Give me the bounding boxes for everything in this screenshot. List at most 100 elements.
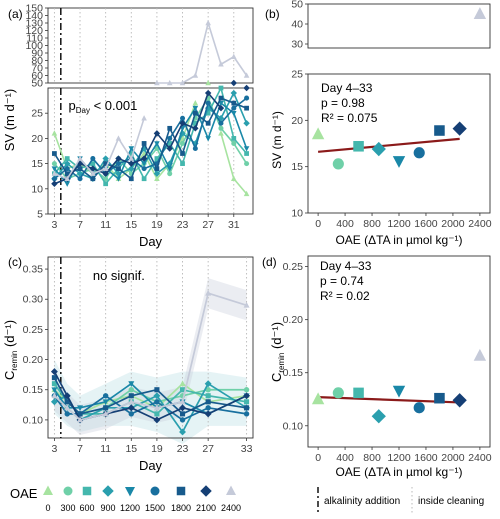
data-point xyxy=(128,411,134,417)
legend-alkalinity-label: alkalinity addition xyxy=(324,496,400,507)
data-point xyxy=(51,176,57,182)
data-point xyxy=(205,19,211,26)
legend-marker-1800 xyxy=(176,486,186,496)
panel-label: (d) xyxy=(262,255,277,269)
data-point xyxy=(244,405,250,411)
data-point xyxy=(115,135,122,141)
y-tick-label: 25 xyxy=(31,108,43,120)
x-tick-label: 2400 xyxy=(468,218,492,230)
data-point xyxy=(51,375,57,381)
y-tick-label: 0.15 xyxy=(23,384,44,396)
data-point xyxy=(52,151,57,156)
y-tick-label: 30 xyxy=(291,39,303,51)
data-point xyxy=(452,393,467,408)
panel-label: (a) xyxy=(8,7,23,21)
data-point xyxy=(51,166,58,172)
axis-frame xyxy=(47,256,254,439)
y-tick-label: 70 xyxy=(31,63,43,75)
x-tick-label: 800 xyxy=(363,218,381,230)
data-point xyxy=(90,161,96,166)
data-point xyxy=(192,105,199,112)
data-point xyxy=(167,125,173,131)
data-point xyxy=(102,399,109,406)
data-point xyxy=(115,155,122,162)
data-point xyxy=(204,89,212,97)
data-point xyxy=(167,141,173,146)
data-point xyxy=(218,85,224,91)
ylabel-part: C xyxy=(269,373,284,382)
data-point xyxy=(434,125,445,136)
data-point xyxy=(102,165,109,171)
ylabel-part: C xyxy=(2,371,17,380)
data-point xyxy=(311,392,325,405)
y-tick-label: 10 xyxy=(31,183,43,195)
data-point xyxy=(204,380,212,388)
data-point xyxy=(103,161,109,166)
x-tick-label: 15 xyxy=(125,219,137,231)
data-point xyxy=(179,398,186,405)
axis-frame-upper xyxy=(47,7,254,84)
data-point xyxy=(243,72,250,78)
data-point xyxy=(127,404,135,412)
legend-item-label: 1500 xyxy=(145,503,165,513)
data-point xyxy=(51,161,57,167)
y-tick-label: 60 xyxy=(31,70,43,82)
legend-item-label: 600 xyxy=(79,503,94,513)
data-point xyxy=(154,387,160,393)
data-point xyxy=(77,166,83,172)
y-axis-title: Cremin (d⁻¹) xyxy=(2,320,19,380)
annotation-rest: < 0.001 xyxy=(90,98,137,113)
data-point xyxy=(218,61,224,67)
y-tick-label: 25 xyxy=(291,69,303,81)
y-tick-label: 0.10 xyxy=(283,420,304,432)
data-point xyxy=(154,141,160,147)
data-point xyxy=(51,180,58,187)
x-tick-label: 2000 xyxy=(441,452,465,464)
legend-item-label: 1800 xyxy=(171,503,191,513)
data-point xyxy=(353,387,364,399)
data-point xyxy=(230,53,237,59)
x-tick-label: 31 xyxy=(228,219,240,231)
data-point xyxy=(51,381,57,387)
data-point xyxy=(180,140,186,146)
panel-label: (b) xyxy=(265,7,280,21)
y-tick-label: 0.25 xyxy=(283,261,304,273)
data-point xyxy=(63,392,71,400)
data-point xyxy=(102,410,109,417)
data-point xyxy=(179,120,186,127)
y-tick-label: 15 xyxy=(291,161,303,173)
legend-marker-300 xyxy=(63,486,73,496)
y-tick-label: 40 xyxy=(291,19,303,31)
y-tick-label: 20 xyxy=(31,133,43,145)
y-tick-label: 0.25 xyxy=(23,324,44,336)
panel-c: (c) 0.10 0.15 0.20 0.25 0.30 0.35 3 7 11 15 19 23 27 3… xyxy=(2,255,254,473)
data-point xyxy=(64,404,71,411)
data-point xyxy=(231,140,237,146)
y-axis-title: Cremin (d⁻¹) xyxy=(269,322,286,382)
panel-d: (d) 0.10 0.15 0.20 0.25 0 400 800 1200 1600 2000 24… xyxy=(262,255,492,479)
data-point xyxy=(128,393,134,399)
data-point xyxy=(473,7,487,19)
stat-line: R² = 0.02 xyxy=(320,289,370,303)
data-point xyxy=(332,387,344,399)
data-point xyxy=(473,348,487,361)
data-point xyxy=(217,104,225,112)
x-tick-label: 27 xyxy=(202,219,214,231)
data-point xyxy=(64,175,71,181)
y-tick-label: 0.20 xyxy=(23,354,44,366)
data-point xyxy=(154,79,160,86)
significance-annotation: pDay < 0.001 xyxy=(69,98,138,115)
data-point xyxy=(128,155,135,161)
data-point xyxy=(244,95,250,101)
x-tick-label: 7 xyxy=(77,219,83,231)
y-tick-label: 0.35 xyxy=(23,264,44,276)
panel-label: (c) xyxy=(8,255,22,269)
data-point xyxy=(180,115,186,121)
x-tick-label: 1200 xyxy=(387,452,411,464)
series-line-2400 xyxy=(156,22,248,84)
x-tick-label: 2000 xyxy=(441,218,465,230)
data-point xyxy=(64,181,71,187)
data-point xyxy=(102,393,109,399)
data-point xyxy=(204,410,212,418)
